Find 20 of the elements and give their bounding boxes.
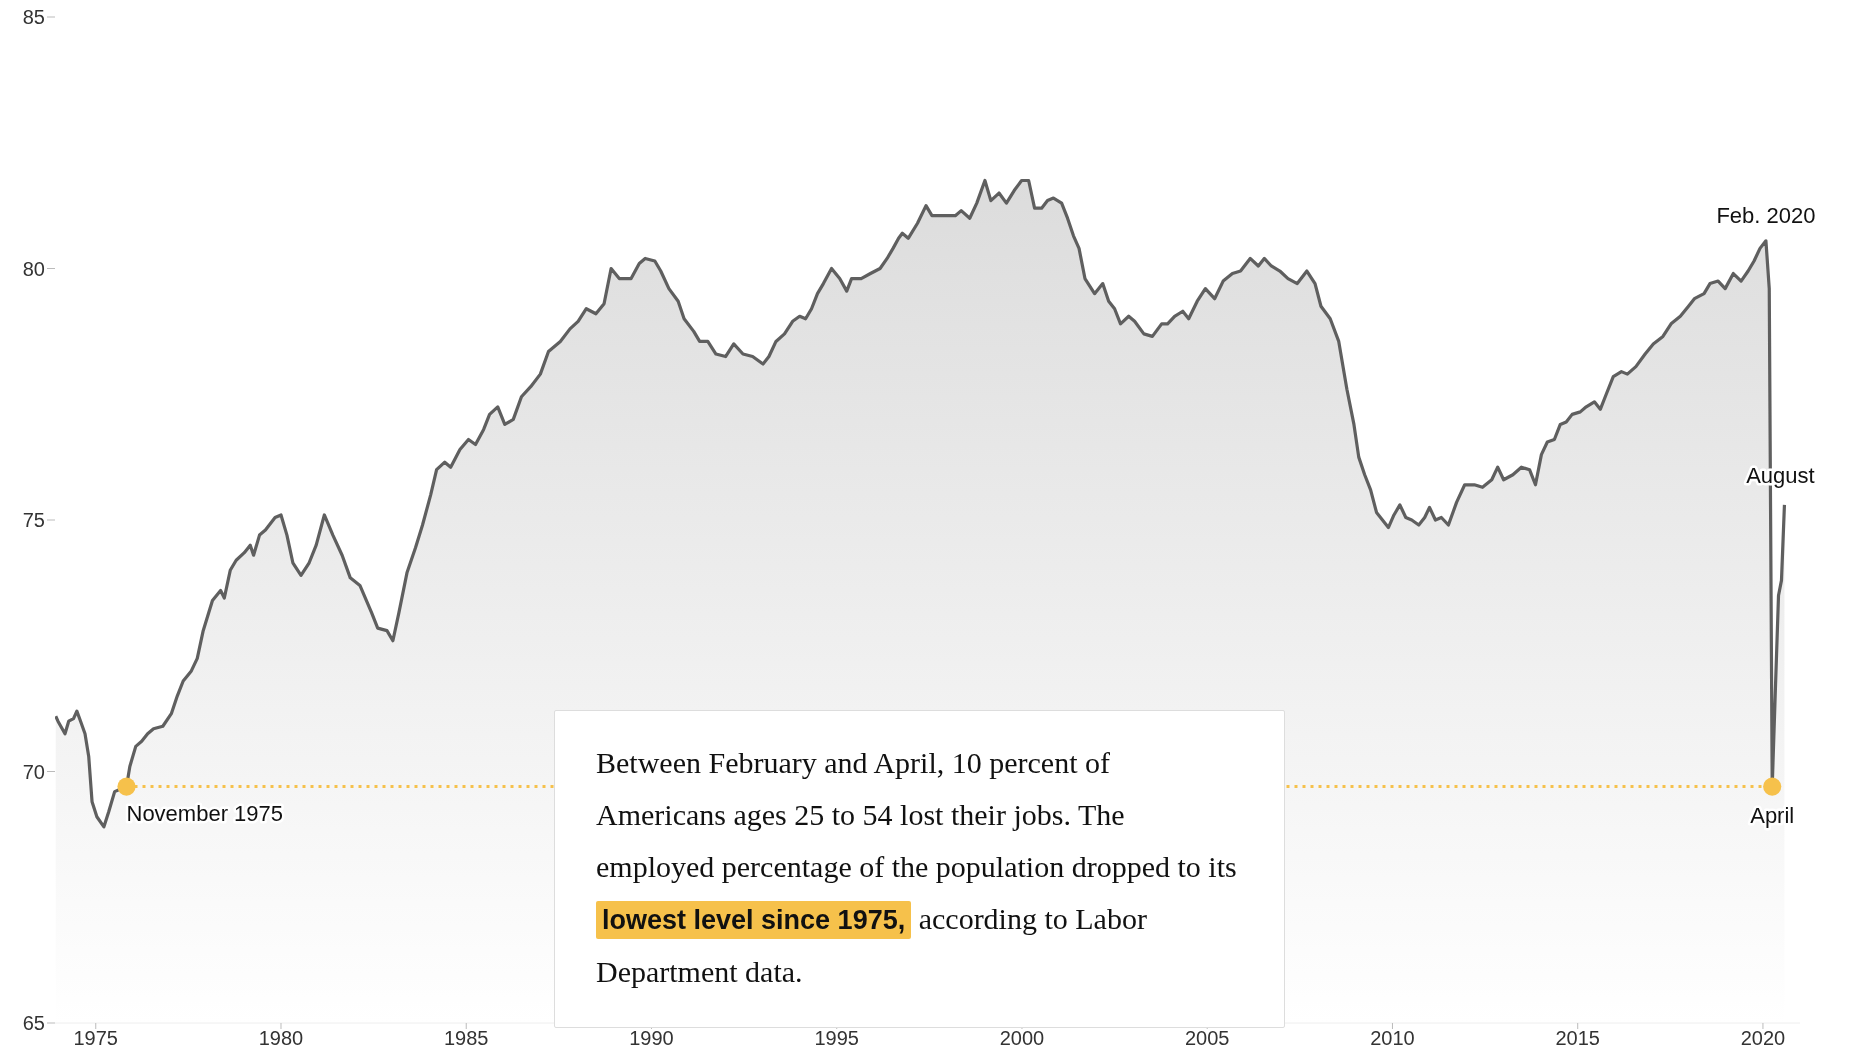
annotation: November 1975 <box>126 800 284 826</box>
text-box: Between February and April, 10 percent of Americans ages 25 to 54 lost their jobs. The employed percentage of the population dropped to its lowest level since 1975, according to Labor Department data. <box>554 710 1285 1028</box>
annotation: Feb. 2020 <box>1716 202 1816 228</box>
x-tick-label: 1985 <box>443 1027 489 1050</box>
x-tick-label: 1975 <box>73 1027 118 1050</box>
x-tick-label: 2015 <box>1555 1027 1600 1050</box>
x-tick-label: 2005 <box>1184 1027 1230 1050</box>
y-tick-label: 85 <box>22 6 45 29</box>
x-tick-label: 1990 <box>629 1027 674 1050</box>
y-tick-label: 80 <box>22 257 45 280</box>
x-tick-label: 2000 <box>999 1027 1045 1050</box>
x-tick-label: 1980 <box>258 1027 304 1050</box>
x-tick-label: 1995 <box>814 1027 859 1050</box>
y-tick-label: 65 <box>22 1012 45 1035</box>
y-tick-label: 75 <box>22 509 45 532</box>
x-tick-label: 2010 <box>1370 1027 1415 1050</box>
y-tick-label: 70 <box>22 760 45 783</box>
x-tick-label: 2020 <box>1740 1027 1786 1050</box>
annotation: April <box>1750 802 1795 828</box>
annotation: lowest level since 1975, <box>596 901 912 939</box>
